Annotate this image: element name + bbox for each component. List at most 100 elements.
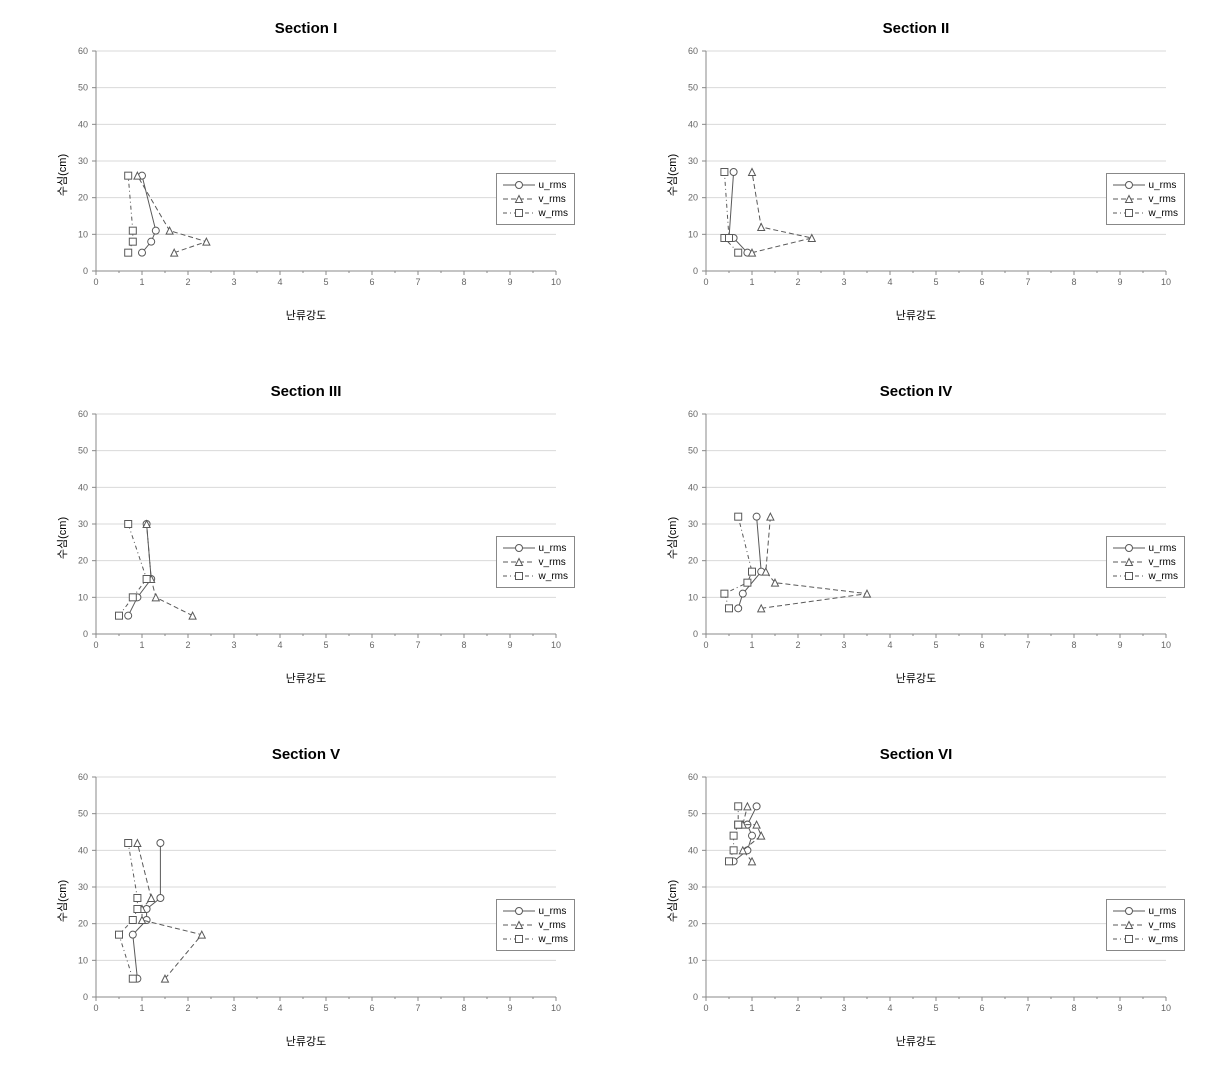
- chart-area: 0102030405060012345678910 수심(cm) u_rms v…: [671, 45, 1191, 305]
- svg-text:0: 0: [703, 277, 708, 287]
- panel-title: Section III: [21, 383, 591, 400]
- svg-text:5: 5: [933, 277, 938, 287]
- svg-text:40: 40: [78, 845, 88, 855]
- svg-text:50: 50: [688, 446, 698, 456]
- svg-text:60: 60: [688, 772, 698, 782]
- y-axis-label: 수심(cm): [664, 154, 680, 196]
- svg-text:60: 60: [78, 772, 88, 782]
- svg-text:6: 6: [979, 640, 984, 650]
- svg-text:8: 8: [1071, 640, 1076, 650]
- svg-text:6: 6: [369, 277, 374, 287]
- chart-panel: Section I 0102030405060012345678910 수심(c…: [21, 20, 591, 323]
- chart-panel: Section III 0102030405060012345678910 수심…: [21, 383, 591, 686]
- chart-svg: 0102030405060012345678910: [671, 45, 1172, 295]
- svg-text:7: 7: [1025, 640, 1030, 650]
- svg-text:2: 2: [185, 277, 190, 287]
- legend-item: v_rms: [503, 555, 568, 569]
- legend-item: w_rms: [503, 206, 568, 220]
- svg-text:10: 10: [78, 592, 88, 602]
- chart-svg: 0102030405060012345678910: [61, 408, 562, 658]
- legend-marker: [1113, 570, 1145, 582]
- legend-item: v_rms: [1113, 918, 1178, 932]
- chart-area: 0102030405060012345678910 수심(cm) u_rms v…: [671, 771, 1191, 1031]
- panel-title: Section IV: [631, 383, 1201, 400]
- legend-marker: [503, 933, 535, 945]
- svg-text:0: 0: [693, 266, 698, 276]
- legend-label: v_rms: [539, 557, 566, 568]
- legend-label: v_rms: [1149, 194, 1176, 205]
- svg-text:40: 40: [78, 482, 88, 492]
- svg-text:9: 9: [1117, 277, 1122, 287]
- svg-text:6: 6: [369, 640, 374, 650]
- svg-text:10: 10: [688, 955, 698, 965]
- svg-text:8: 8: [461, 1003, 466, 1013]
- chart-area: 0102030405060012345678910 수심(cm) u_rms v…: [61, 45, 581, 305]
- legend-item: u_rms: [503, 541, 568, 555]
- svg-text:60: 60: [688, 409, 698, 419]
- chart-grid: Section I 0102030405060012345678910 수심(c…: [21, 20, 1201, 1049]
- svg-text:7: 7: [1025, 277, 1030, 287]
- x-axis-label: 난류강도: [631, 307, 1201, 323]
- svg-text:3: 3: [231, 1003, 236, 1013]
- legend-label: w_rms: [539, 934, 568, 945]
- svg-text:3: 3: [841, 640, 846, 650]
- svg-text:2: 2: [795, 640, 800, 650]
- svg-text:1: 1: [139, 1003, 144, 1013]
- svg-text:1: 1: [749, 277, 754, 287]
- svg-text:60: 60: [78, 409, 88, 419]
- panel-title: Section V: [21, 746, 591, 763]
- svg-text:30: 30: [688, 156, 698, 166]
- svg-text:7: 7: [1025, 1003, 1030, 1013]
- svg-text:7: 7: [415, 277, 420, 287]
- svg-text:0: 0: [703, 640, 708, 650]
- x-axis-label: 난류강도: [21, 670, 591, 686]
- legend-item: w_rms: [503, 569, 568, 583]
- chart-area: 0102030405060012345678910 수심(cm) u_rms v…: [61, 771, 581, 1031]
- svg-text:1: 1: [749, 640, 754, 650]
- legend-label: w_rms: [1149, 208, 1178, 219]
- svg-text:2: 2: [795, 1003, 800, 1013]
- svg-text:5: 5: [933, 1003, 938, 1013]
- svg-text:6: 6: [979, 1003, 984, 1013]
- svg-text:50: 50: [78, 446, 88, 456]
- svg-text:10: 10: [78, 955, 88, 965]
- chart-area: 0102030405060012345678910 수심(cm) u_rms v…: [61, 408, 581, 668]
- svg-text:20: 20: [78, 193, 88, 203]
- legend-marker: [1113, 179, 1145, 191]
- svg-text:9: 9: [507, 1003, 512, 1013]
- legend-label: u_rms: [539, 906, 567, 917]
- svg-text:30: 30: [688, 882, 698, 892]
- svg-text:10: 10: [551, 640, 561, 650]
- svg-text:10: 10: [1161, 640, 1171, 650]
- legend-item: v_rms: [1113, 555, 1178, 569]
- svg-text:40: 40: [78, 119, 88, 129]
- svg-text:40: 40: [688, 119, 698, 129]
- svg-text:30: 30: [78, 156, 88, 166]
- legend-marker: [503, 905, 535, 917]
- x-axis-label: 난류강도: [631, 1033, 1201, 1049]
- legend-item: v_rms: [1113, 192, 1178, 206]
- svg-text:4: 4: [277, 640, 282, 650]
- svg-text:2: 2: [185, 640, 190, 650]
- svg-text:30: 30: [688, 519, 698, 529]
- svg-text:10: 10: [688, 592, 698, 602]
- svg-text:50: 50: [688, 83, 698, 93]
- legend-box: u_rms v_rms w_rms: [496, 899, 575, 951]
- svg-text:3: 3: [231, 277, 236, 287]
- svg-text:3: 3: [231, 640, 236, 650]
- legend-label: v_rms: [1149, 557, 1176, 568]
- svg-text:2: 2: [185, 1003, 190, 1013]
- svg-text:7: 7: [415, 1003, 420, 1013]
- svg-text:1: 1: [139, 640, 144, 650]
- legend-marker: [1113, 542, 1145, 554]
- svg-text:50: 50: [688, 809, 698, 819]
- legend-item: u_rms: [1113, 904, 1178, 918]
- legend-box: u_rms v_rms w_rms: [496, 536, 575, 588]
- svg-text:5: 5: [323, 1003, 328, 1013]
- y-axis-label: 수심(cm): [664, 880, 680, 922]
- legend-marker: [503, 179, 535, 191]
- legend-box: u_rms v_rms w_rms: [1106, 536, 1185, 588]
- panel-title: Section VI: [631, 746, 1201, 763]
- legend-label: v_rms: [539, 920, 566, 931]
- svg-text:4: 4: [887, 1003, 892, 1013]
